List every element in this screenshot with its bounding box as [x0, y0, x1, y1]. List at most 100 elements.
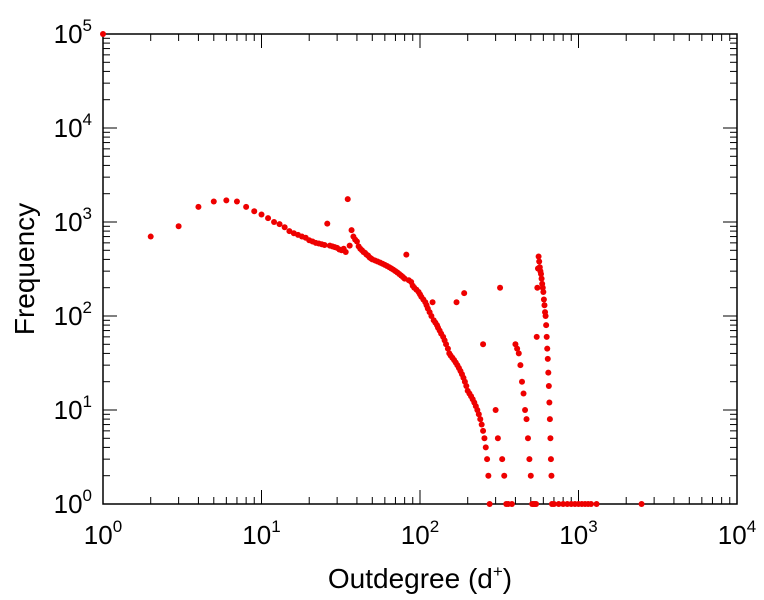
data-point [210, 198, 217, 205]
data-point [223, 197, 230, 204]
data-point [258, 211, 265, 218]
data-point [276, 221, 283, 228]
axis-ticks [102, 33, 738, 505]
data-point [403, 251, 410, 258]
data-point [251, 208, 258, 215]
data-point [321, 241, 328, 248]
data-point [344, 196, 351, 203]
data-point [271, 219, 278, 225]
data-point [542, 313, 549, 319]
data-point [522, 407, 529, 413]
data-point [547, 435, 554, 442]
y-tick-label: 105 [54, 16, 92, 49]
data-point [543, 322, 550, 329]
data-point [527, 472, 534, 479]
data-point [492, 407, 499, 413]
data-point [545, 369, 552, 376]
data-point [638, 501, 645, 507]
data-point [477, 416, 484, 423]
data-point [545, 383, 552, 390]
data-point [518, 378, 525, 385]
data-point [195, 203, 202, 210]
data-point [453, 299, 460, 306]
data-point [342, 248, 349, 255]
data-point [508, 501, 515, 507]
data-point [536, 258, 543, 265]
data-point [514, 345, 521, 352]
y-tick-label: 103 [54, 204, 92, 237]
y-tick-label: 100 [54, 486, 92, 519]
data-point [501, 472, 508, 479]
y-tick-label: 102 [54, 298, 92, 331]
data-point [480, 341, 487, 348]
data-point [540, 296, 547, 303]
data-point [147, 233, 154, 240]
data-point [533, 501, 540, 507]
data-point [497, 284, 504, 291]
x-tick-label: 104 [718, 517, 756, 550]
y-tick-label: 104 [54, 110, 92, 143]
x-tick-label: 103 [559, 517, 597, 550]
data-point [475, 411, 482, 418]
data-point [100, 31, 106, 37]
plot-frame [102, 33, 738, 505]
data-point [281, 224, 288, 231]
data-point [482, 444, 489, 451]
data-point [463, 383, 470, 390]
data-point [353, 238, 360, 245]
data-point [461, 290, 468, 297]
data-point [478, 421, 485, 428]
data-point [348, 227, 355, 234]
data-point [515, 350, 522, 357]
data-point [480, 427, 487, 434]
data-point [533, 333, 540, 340]
x-tick-label: 101 [242, 517, 280, 550]
data-point [494, 435, 501, 442]
data-point [444, 345, 451, 352]
data-point [175, 223, 182, 230]
data-point [538, 275, 545, 282]
data-point [520, 390, 527, 397]
data-point [544, 345, 551, 352]
data-point [484, 456, 491, 463]
data-point [517, 362, 524, 369]
data-point [547, 456, 554, 463]
data-point [593, 501, 600, 507]
data-point [286, 228, 293, 235]
x-axis-title: Outdegree (d+) [328, 562, 512, 594]
data-points [100, 31, 645, 507]
data-point [526, 456, 533, 463]
data-point [546, 399, 553, 406]
data-point [243, 203, 250, 210]
data-point [540, 289, 547, 296]
data-point [548, 472, 555, 479]
data-point [544, 355, 551, 362]
data-point [499, 456, 506, 463]
data-point [486, 501, 493, 507]
data-point [534, 284, 541, 291]
data-point [233, 198, 240, 205]
data-point [265, 215, 272, 222]
x-tick-label: 100 [84, 517, 122, 550]
y-tick-labels: 100 101 102 103 104 105 [54, 16, 92, 519]
y-tick-label: 101 [54, 392, 92, 425]
data-point [588, 501, 595, 507]
data-point [550, 501, 557, 507]
data-point [560, 501, 567, 507]
data-point [324, 220, 331, 227]
data-point [485, 472, 492, 479]
data-point [546, 416, 553, 423]
x-tick-labels: 100 101 102 103 104 [84, 517, 756, 550]
data-point [481, 435, 488, 442]
data-point [346, 242, 353, 249]
x-tick-label: 102 [401, 517, 439, 550]
y-axis-title: Frequency [9, 203, 40, 335]
data-point [429, 299, 436, 306]
data-point [538, 270, 545, 277]
data-point [535, 253, 542, 260]
data-point [543, 333, 550, 340]
data-point [524, 435, 531, 442]
data-point [523, 416, 530, 423]
data-point [541, 302, 548, 309]
